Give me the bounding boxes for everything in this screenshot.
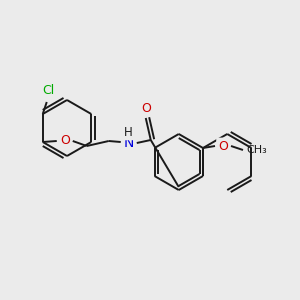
Text: H: H <box>123 125 132 139</box>
Text: O: O <box>218 140 228 152</box>
Text: Cl: Cl <box>43 83 55 97</box>
Text: O: O <box>60 134 70 148</box>
Text: O: O <box>141 101 151 115</box>
Text: N: N <box>124 136 134 150</box>
Text: CH₃: CH₃ <box>246 145 267 155</box>
